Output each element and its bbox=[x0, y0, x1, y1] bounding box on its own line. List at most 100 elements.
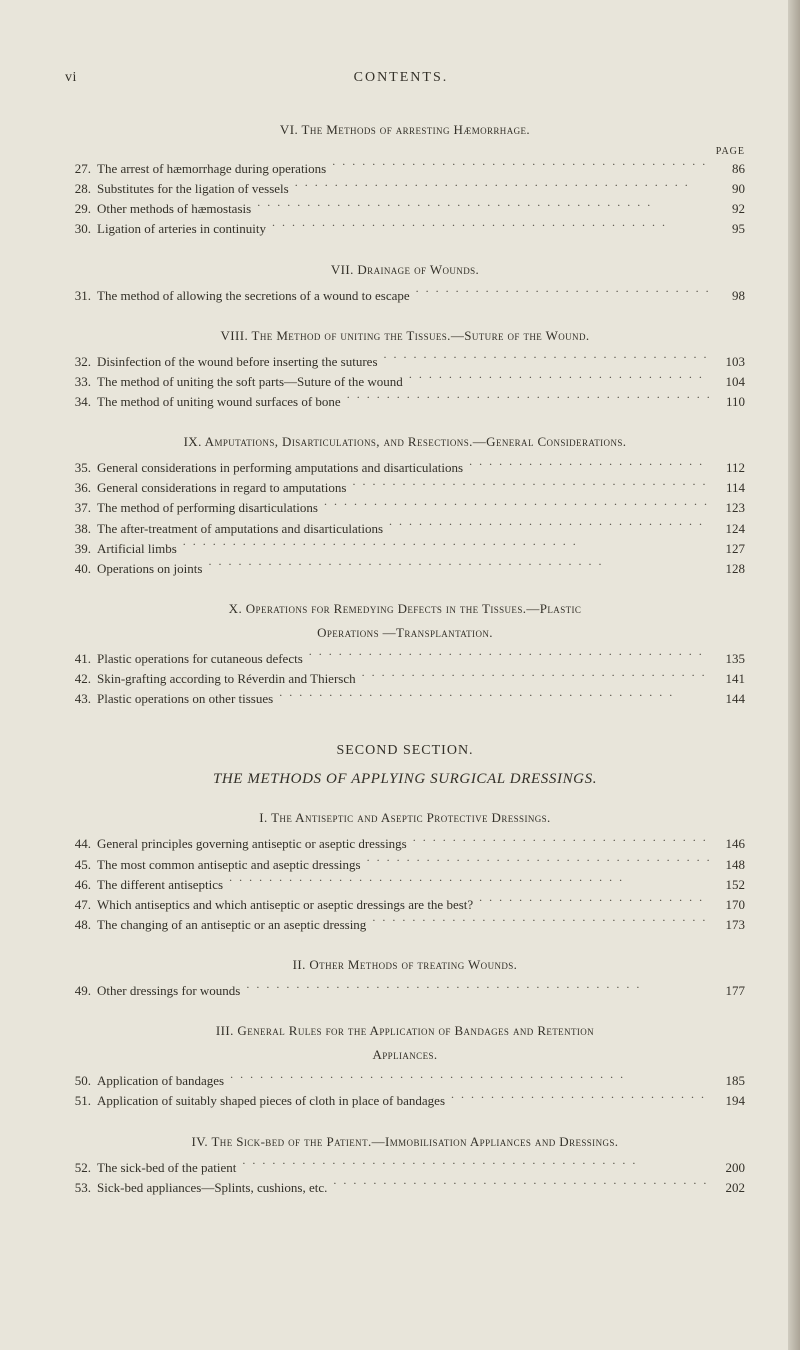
page-header: vi CONTENTS. bbox=[65, 70, 745, 86]
dot-leader bbox=[242, 1159, 709, 1172]
entry-text: General principles governing antiseptic … bbox=[97, 834, 407, 854]
entry-text: Plastic operations on other tissues bbox=[97, 689, 273, 709]
entry-text: Operations on joints bbox=[97, 559, 202, 579]
entry-number: 49. bbox=[65, 981, 91, 1001]
dot-leader bbox=[367, 856, 709, 869]
second-section-title: THE METHODS OF APPLYING SURGICAL DRESSIN… bbox=[65, 771, 745, 788]
entry-text: Other methods of hæmostasis bbox=[97, 199, 251, 219]
dot-leader bbox=[451, 1092, 709, 1105]
entry-page: 148 bbox=[715, 855, 745, 875]
entry-number: 27. bbox=[65, 159, 91, 179]
entry-page: 104 bbox=[715, 372, 745, 392]
dot-leader bbox=[332, 160, 709, 173]
section-heading-iii-line2: Appliances. bbox=[65, 1047, 745, 1063]
dot-leader bbox=[272, 220, 709, 233]
dot-leader bbox=[413, 835, 709, 848]
entry-number: 46. bbox=[65, 875, 91, 895]
entry-number: 40. bbox=[65, 559, 91, 579]
entry-page: 98 bbox=[715, 286, 745, 306]
entry-page: 103 bbox=[715, 352, 745, 372]
entry-page: 90 bbox=[715, 179, 745, 199]
dot-leader bbox=[295, 180, 709, 193]
entry-text: Artificial limbs bbox=[97, 539, 177, 559]
toc-entry: 30. Ligation of arteries in continuity 9… bbox=[65, 219, 745, 239]
entry-number: 42. bbox=[65, 669, 91, 689]
dot-leader bbox=[324, 499, 709, 512]
entry-text: The method of allowing the secretions of… bbox=[97, 286, 410, 306]
entry-text: Plastic operations for cutaneous defects bbox=[97, 649, 303, 669]
entry-page: 144 bbox=[715, 689, 745, 709]
entry-text: Disinfection of the wound before inserti… bbox=[97, 352, 378, 372]
entry-text: The changing of an antiseptic or an asep… bbox=[97, 915, 366, 935]
dot-leader bbox=[183, 540, 709, 553]
dot-leader bbox=[229, 876, 709, 889]
entry-page: 95 bbox=[715, 219, 745, 239]
entry-page: 110 bbox=[715, 392, 745, 412]
dot-leader bbox=[309, 650, 709, 663]
entry-page: 141 bbox=[715, 669, 745, 689]
entry-number: 35. bbox=[65, 458, 91, 478]
entry-text: The method of performing disarticulation… bbox=[97, 498, 318, 518]
page-number-roman: vi bbox=[65, 70, 77, 86]
dot-leader bbox=[362, 670, 709, 683]
entry-page: 123 bbox=[715, 498, 745, 518]
dot-leader bbox=[389, 520, 709, 533]
dot-leader bbox=[246, 982, 709, 995]
second-section-label: SECOND SECTION. bbox=[65, 743, 745, 759]
toc-entry: 40. Operations on joints 128 bbox=[65, 559, 745, 579]
entry-number: 31. bbox=[65, 286, 91, 306]
toc-entry: 48. The changing of an antiseptic or an … bbox=[65, 915, 745, 935]
toc-entry: 53. Sick-bed appliances—Splints, cushion… bbox=[65, 1178, 745, 1198]
dot-leader bbox=[347, 393, 709, 406]
entry-text: Sick-bed appliances—Splints, cushions, e… bbox=[97, 1178, 327, 1198]
entry-number: 30. bbox=[65, 219, 91, 239]
contents-page: vi CONTENTS. VI. The Methods of arrestin… bbox=[0, 0, 800, 1350]
entry-page: 146 bbox=[715, 834, 745, 854]
entry-number: 50. bbox=[65, 1071, 91, 1091]
header-spacer bbox=[725, 70, 745, 86]
entry-number: 43. bbox=[65, 689, 91, 709]
section-heading-i: I. The Antiseptic and Aseptic Protective… bbox=[65, 810, 745, 826]
entry-number: 34. bbox=[65, 392, 91, 412]
dot-leader bbox=[409, 373, 709, 386]
entry-number: 32. bbox=[65, 352, 91, 372]
toc-entry: 31. The method of allowing the secretion… bbox=[65, 286, 745, 306]
section-heading-vii: VII. Drainage of Wounds. bbox=[65, 262, 745, 278]
entry-number: 44. bbox=[65, 834, 91, 854]
entry-page: 114 bbox=[715, 478, 745, 498]
entry-text: Ligation of arteries in continuity bbox=[97, 219, 266, 239]
entry-number: 45. bbox=[65, 855, 91, 875]
section-heading-iv: IV. The Sick-bed of the Patient.—Immobil… bbox=[65, 1134, 745, 1150]
dot-leader bbox=[479, 896, 709, 909]
dot-leader bbox=[333, 1179, 709, 1192]
section-heading-iii-line1: III. General Rules for the Application o… bbox=[65, 1023, 745, 1039]
section-heading-ii: II. Other Methods of treating Wounds. bbox=[65, 957, 745, 973]
toc-entry: 43. Plastic operations on other tissues … bbox=[65, 689, 745, 709]
entry-number: 38. bbox=[65, 519, 91, 539]
entry-page: 112 bbox=[715, 458, 745, 478]
toc-entry: 49. Other dressings for wounds 177 bbox=[65, 981, 745, 1001]
entry-number: 53. bbox=[65, 1178, 91, 1198]
dot-leader bbox=[230, 1072, 709, 1085]
toc-entry: 34. The method of uniting wound surfaces… bbox=[65, 392, 745, 412]
dot-leader bbox=[469, 459, 709, 472]
entry-page: 177 bbox=[715, 981, 745, 1001]
entry-number: 48. bbox=[65, 915, 91, 935]
entry-page: 128 bbox=[715, 559, 745, 579]
dot-leader bbox=[372, 916, 709, 929]
entry-number: 37. bbox=[65, 498, 91, 518]
section-heading-viii: VIII. The Method of uniting the Tissues.… bbox=[65, 328, 745, 344]
dot-leader bbox=[384, 353, 709, 366]
entry-number: 36. bbox=[65, 478, 91, 498]
entry-page: 86 bbox=[715, 159, 745, 179]
entry-page: 173 bbox=[715, 915, 745, 935]
toc-entry: 51. Application of suitably shaped piece… bbox=[65, 1091, 745, 1111]
entry-number: 51. bbox=[65, 1091, 91, 1111]
entry-number: 33. bbox=[65, 372, 91, 392]
entry-page: 194 bbox=[715, 1091, 745, 1111]
entry-text: Other dressings for wounds bbox=[97, 981, 240, 1001]
entry-number: 28. bbox=[65, 179, 91, 199]
entry-number: 47. bbox=[65, 895, 91, 915]
entry-number: 39. bbox=[65, 539, 91, 559]
section-heading-vi: VI. The Methods of arresting Hæmorrhage. bbox=[65, 122, 745, 138]
